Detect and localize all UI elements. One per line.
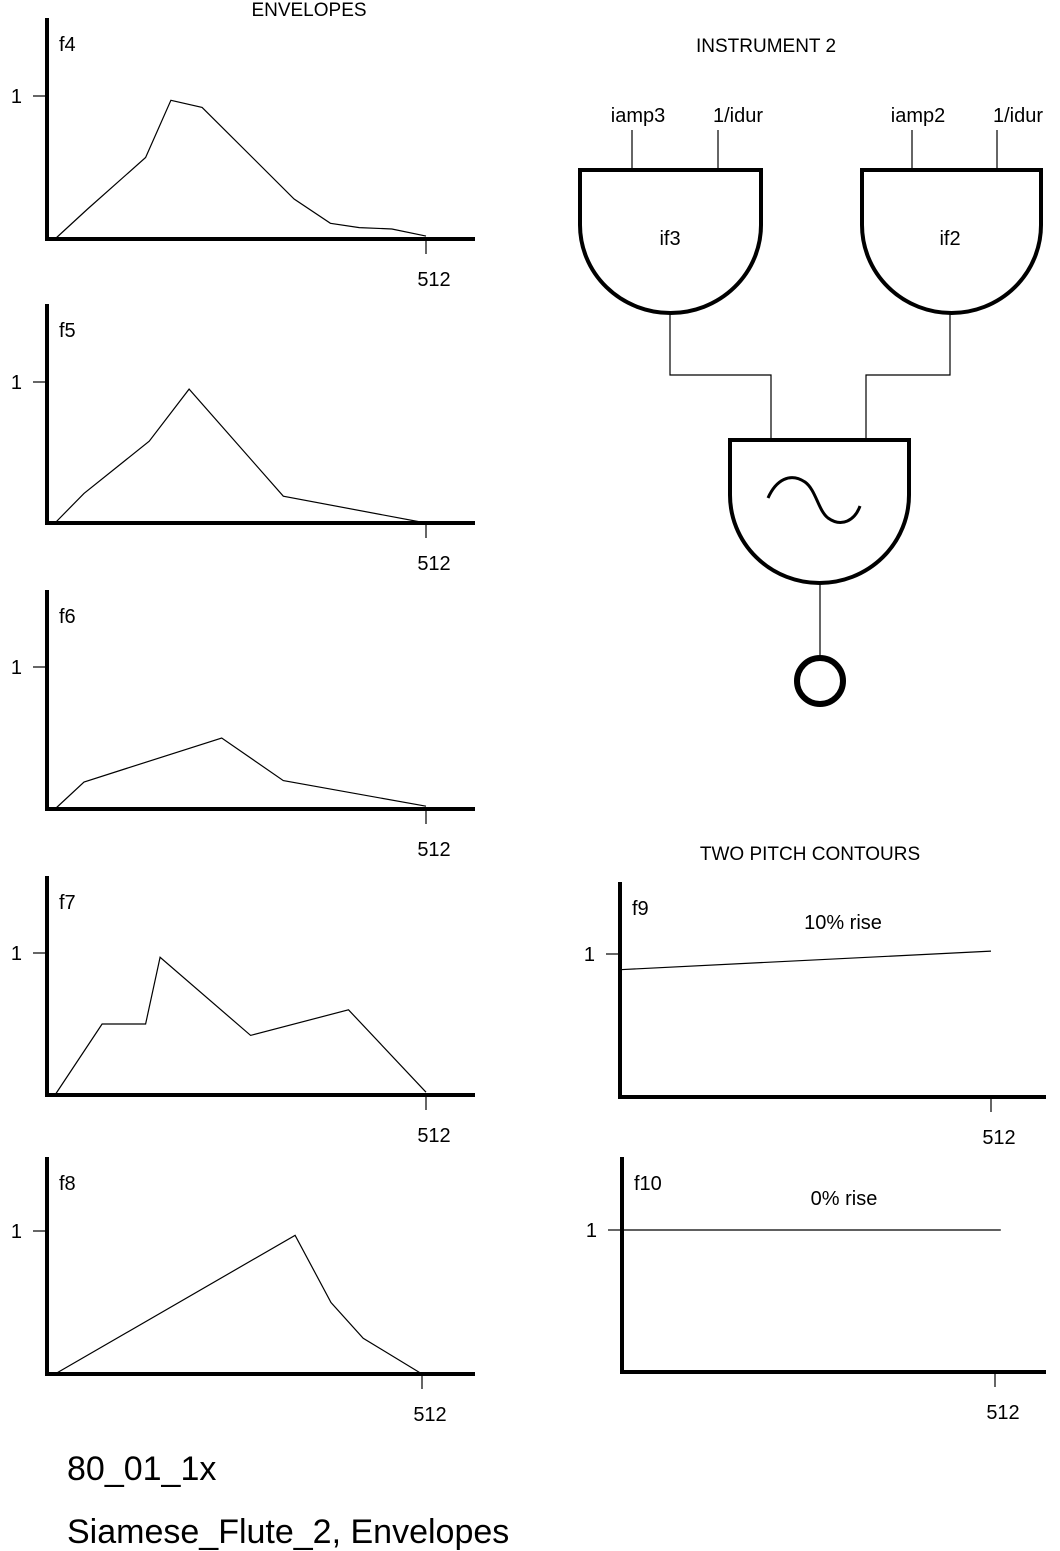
y-tick-label: 1 xyxy=(584,944,595,966)
osc2-to-osc3-wire xyxy=(865,313,951,440)
x-tick-label: 512 xyxy=(417,553,450,575)
y-tick-label: 1 xyxy=(11,86,22,108)
x-tick-label: 512 xyxy=(417,269,450,291)
function-table-plots: 1512f41512f51512f61512f71512f81512f910% … xyxy=(11,18,1046,1426)
osc2-input-freq: 1/idur xyxy=(993,105,1043,127)
envelope-line xyxy=(54,388,427,524)
function-name: f10 xyxy=(634,1173,662,1195)
footer-caption: Siamese_Flute_2, Envelopes xyxy=(67,1513,509,1551)
instrument-diagram: iamp3 1/idur if3 iamp2 1/idur if2 xyxy=(578,105,1043,707)
plot-axes xyxy=(45,876,475,1097)
x-tick-label: 512 xyxy=(413,1404,446,1426)
x-tick-label: 512 xyxy=(417,1125,450,1147)
plot-f7: 1 512 f7 xyxy=(11,876,475,1147)
plot-axes xyxy=(620,1157,1046,1374)
plot-f10: 1 512 f10 0% rise xyxy=(586,1157,1046,1424)
plot-axes xyxy=(45,590,475,811)
envelopes-title: ENVELOPES xyxy=(251,0,366,21)
y-tick-label: 1 xyxy=(11,943,22,965)
sine-wave-icon xyxy=(766,476,862,524)
x-tick-label: 512 xyxy=(417,839,450,861)
output-circle-icon xyxy=(794,655,846,707)
footer-code: 80_01_1x xyxy=(67,1450,216,1488)
function-name: f7 xyxy=(59,892,76,914)
contours-title: TWO PITCH CONTOURS xyxy=(700,844,920,865)
osc1-input-amp: iamp3 xyxy=(611,105,665,127)
osc2-unit-shape xyxy=(860,168,1043,315)
y-tick-label: 1 xyxy=(11,372,22,394)
function-name: f5 xyxy=(59,320,76,342)
plot-f8: 1 512 f8 xyxy=(11,1157,475,1426)
contour-annotation: 0% rise xyxy=(811,1188,878,1210)
plot-axes xyxy=(45,1157,475,1376)
osc2-input-amp: iamp2 xyxy=(891,105,945,127)
function-name: f8 xyxy=(59,1173,76,1195)
y-tick-label: 1 xyxy=(586,1220,597,1242)
function-name: f6 xyxy=(59,606,76,628)
envelope-line xyxy=(619,950,992,971)
contour-annotation: 10% rise xyxy=(804,912,882,934)
plot-f6: 1 512 f6 xyxy=(11,590,475,861)
instrument-title: INSTRUMENT 2 xyxy=(696,36,836,57)
oscillator-1: iamp3 1/idur if3 xyxy=(578,105,763,315)
oscillator-2: iamp2 1/idur if2 xyxy=(860,105,1043,315)
envelope-line xyxy=(54,1234,423,1375)
osc1-table-label: if3 xyxy=(659,228,680,250)
function-name: f4 xyxy=(59,34,76,56)
osc1-input-freq: 1/idur xyxy=(713,105,763,127)
envelope-line xyxy=(54,737,427,810)
envelope-line xyxy=(54,99,427,240)
osc2-table-label: if2 xyxy=(939,228,960,250)
x-tick-label: 512 xyxy=(982,1127,1015,1149)
osc1-to-osc3-wire xyxy=(669,313,772,440)
oscillator-3 xyxy=(728,438,911,585)
plot-f4: 1 512 f4 xyxy=(11,18,475,291)
osc1-unit-shape xyxy=(578,168,763,315)
function-name: f9 xyxy=(632,898,649,920)
plot-axes xyxy=(45,304,475,525)
x-tick-label: 512 xyxy=(986,1402,1019,1424)
envelope-line xyxy=(54,956,427,1096)
osc3-unit-shape xyxy=(728,438,911,585)
y-tick-label: 1 xyxy=(11,657,22,679)
plot-f5: 1 512 f5 xyxy=(11,304,475,575)
y-tick-label: 1 xyxy=(11,1221,22,1243)
plot-axes xyxy=(45,18,475,241)
plot-f9: 1 512 f9 10% rise xyxy=(584,882,1046,1149)
